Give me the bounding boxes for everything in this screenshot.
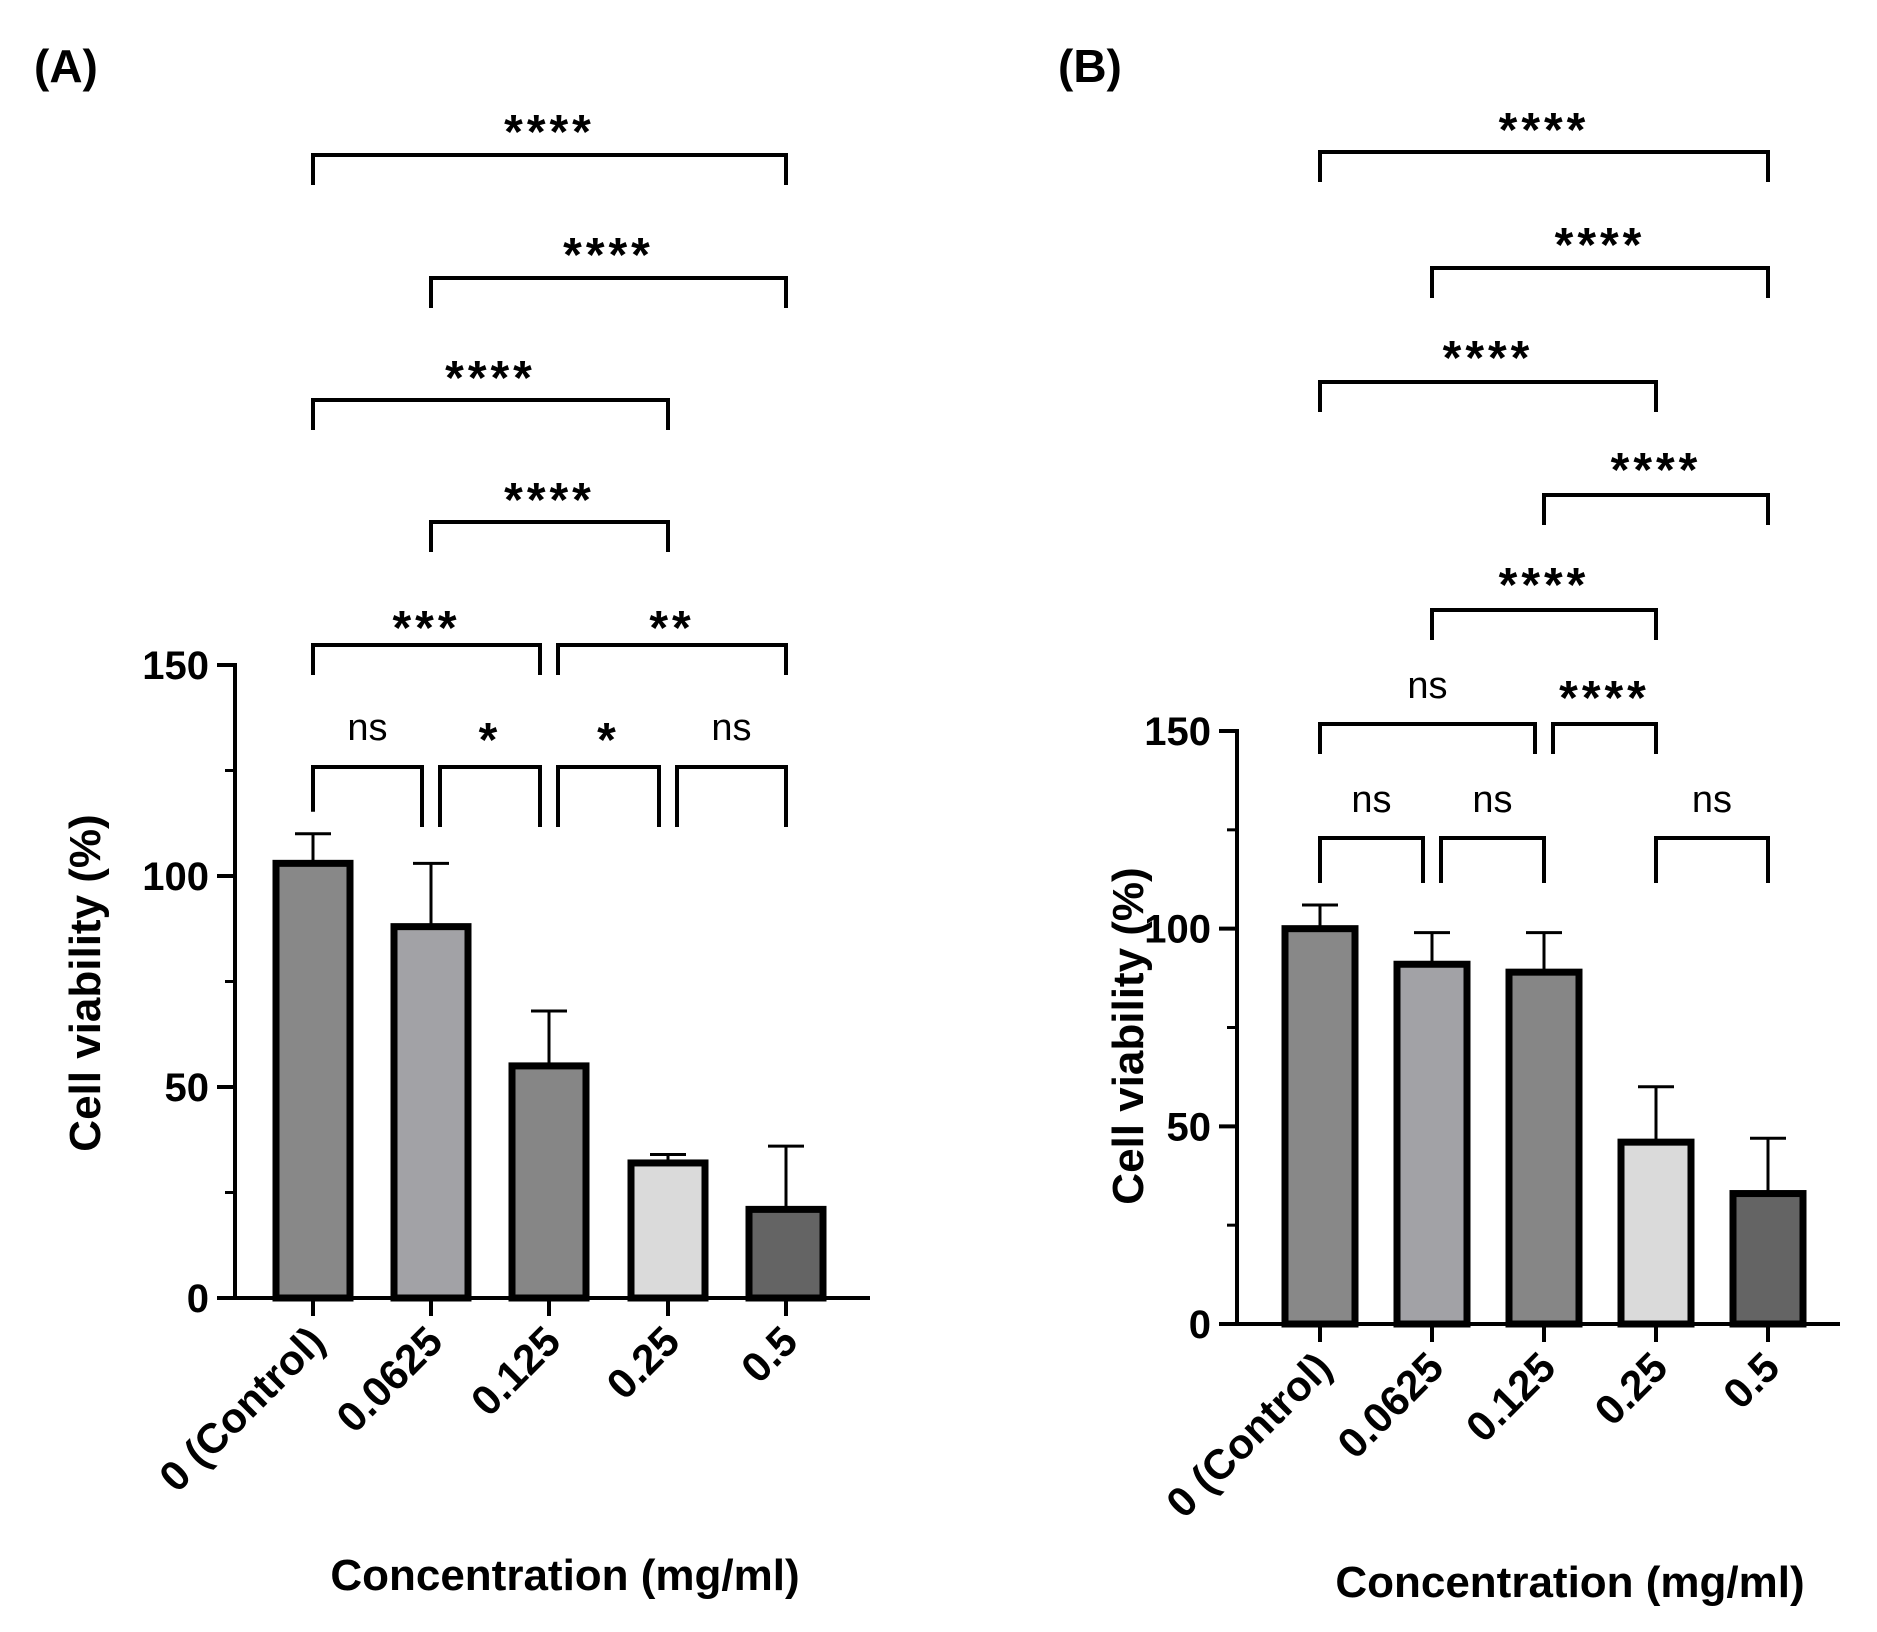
axes: 0 50 100 150 0 (Control)0.0625 0.125 0.25 0.5	[142, 644, 870, 1500]
significance-label: ns	[347, 707, 387, 749]
x-axis-title: Concentration (mg/ml)	[1335, 1558, 1804, 1607]
significance-bracket	[1551, 722, 1658, 754]
significance-label: ns	[1407, 665, 1447, 707]
x-tick-label: 0.125	[1457, 1343, 1565, 1451]
x-axis-title: Concentration (mg/ml)	[330, 1551, 799, 1600]
significance-label: ns	[1472, 779, 1512, 821]
bar-0 (Control)	[272, 859, 354, 1302]
y-tick-label: 150	[1144, 710, 1211, 754]
y-tick-label: 100	[1144, 908, 1211, 952]
bar-0.0625	[390, 923, 472, 1302]
bar-0.5	[745, 1205, 827, 1302]
x-tick-label: 0 (Control)	[1157, 1343, 1340, 1526]
x-tick-label: 0.25	[597, 1317, 688, 1408]
significance-bracket	[1318, 722, 1537, 754]
x-tick-label: 0.0625	[327, 1317, 451, 1441]
significance-bracket	[311, 643, 542, 675]
significance-label: ****	[1443, 332, 1534, 385]
significance-label: ns	[1351, 779, 1391, 821]
significance-bracket	[1318, 150, 1770, 182]
x-tick-label: 0.5	[732, 1317, 807, 1392]
significance-label: ****	[1499, 104, 1590, 157]
panel-b: (B) ns ns ns ns **** **** **** **** **** **** 0 50…	[1058, 40, 1840, 1607]
bar-layer	[272, 832, 827, 1302]
significance-label: *	[479, 714, 502, 767]
significance-bracket	[1439, 836, 1546, 883]
y-tick-label: 0	[1189, 1303, 1211, 1347]
annotation-layer: ns * * ns*** ******************	[311, 106, 788, 827]
significance-bracket	[675, 765, 788, 827]
significance-label: ****	[1559, 672, 1650, 725]
significance-bracket	[1430, 266, 1770, 298]
significance-bracket	[438, 765, 542, 827]
significance-label: ****	[445, 352, 536, 405]
y-axis-title: Cell viability (%)	[1104, 867, 1153, 1204]
bar-0 (Control)	[1281, 925, 1359, 1328]
y-tick-label: 50	[1167, 1105, 1212, 1149]
significance-label: ***	[392, 602, 460, 655]
significance-bracket	[311, 153, 788, 185]
significance-bracket	[556, 765, 661, 827]
significance-label: ****	[563, 229, 654, 282]
significance-label: ****	[1555, 219, 1646, 272]
axes: 0 50 100 150 0 (Control)0.0625 0.125 0.25 0.5	[1144, 710, 1840, 1526]
significance-bracket	[1318, 836, 1425, 883]
bar-0.0625	[1393, 960, 1471, 1328]
significance-label: ****	[1499, 559, 1590, 612]
significance-label: ns	[711, 707, 751, 749]
significance-label: ****	[504, 106, 595, 159]
panel-label: (A)	[34, 40, 98, 92]
x-tick-label: 0.25	[1585, 1343, 1676, 1434]
y-tick-label: 100	[142, 855, 209, 899]
y-tick-label: 50	[165, 1066, 210, 1110]
panel-a: (A) ns * * ns*** ****************** 05010015…	[34, 40, 870, 1600]
bar-0.125	[508, 1062, 590, 1302]
significance-bracket	[311, 765, 424, 827]
x-tick-label: 0.5	[1714, 1343, 1789, 1418]
bar-0.25	[627, 1159, 709, 1302]
significance-label: ****	[1611, 444, 1702, 497]
bar-0.125	[1505, 968, 1583, 1328]
bar-0.5	[1729, 1190, 1807, 1328]
significance-bracket	[1654, 836, 1770, 883]
significance-bracket	[429, 276, 788, 308]
significance-bracket	[1430, 608, 1658, 640]
significance-bracket	[429, 520, 670, 552]
annotation-layer: ns ns ns ns **** **** **** **** **** ****	[1318, 104, 1770, 883]
y-axis-title: Cell viability (%)	[61, 814, 110, 1151]
significance-bracket	[311, 398, 670, 430]
significance-label: *	[597, 714, 620, 767]
bar-layer	[1281, 903, 1807, 1328]
y-tick-label: 0	[187, 1277, 209, 1321]
x-tick-label: 0.125	[462, 1317, 570, 1425]
significance-bracket	[1318, 380, 1658, 412]
significance-bracket	[556, 643, 788, 675]
significance-label: **	[649, 602, 694, 655]
significance-label: ns	[1692, 779, 1732, 821]
y-tick-label: 150	[142, 644, 209, 688]
panel-label: (B)	[1058, 40, 1122, 92]
bar-0.25	[1617, 1138, 1695, 1328]
significance-label: ****	[504, 474, 595, 527]
x-tick-label: 0 (Control)	[150, 1317, 333, 1500]
x-tick-label: 0.0625	[1328, 1343, 1452, 1467]
significance-bracket	[1542, 493, 1770, 525]
